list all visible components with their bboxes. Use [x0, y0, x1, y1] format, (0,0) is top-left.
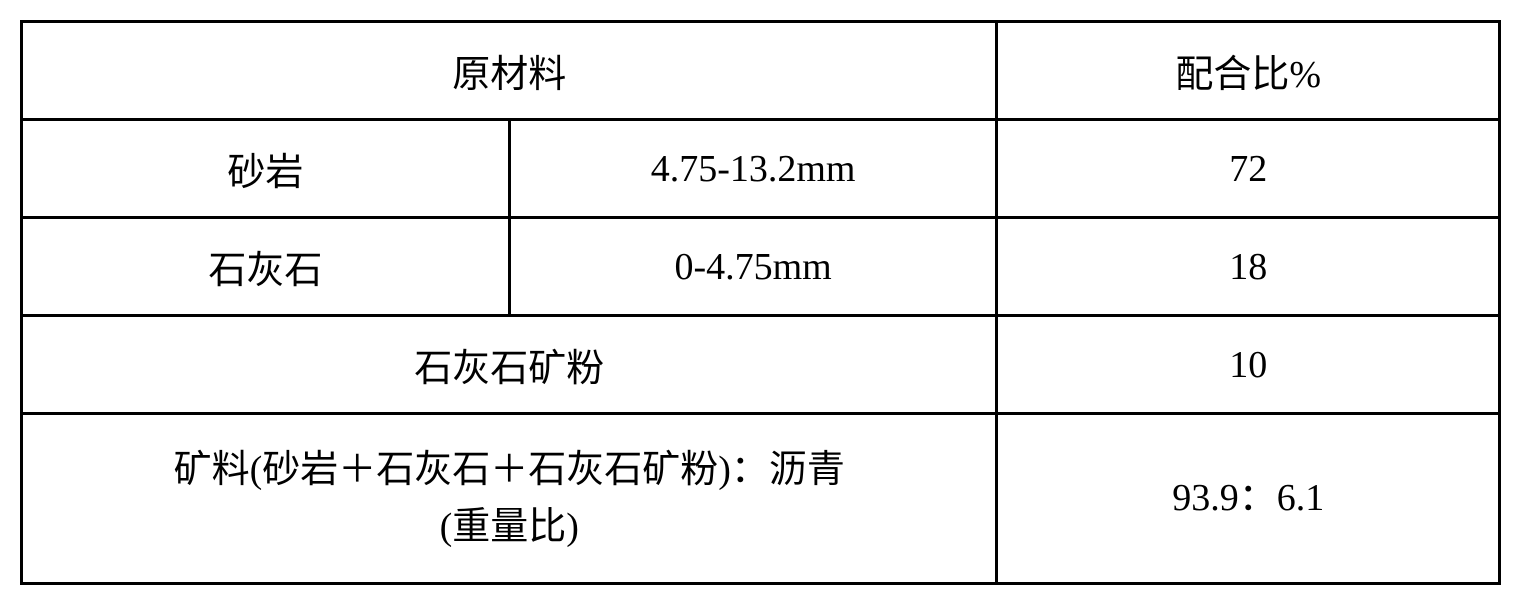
- ratio-cell: 72: [997, 120, 1500, 218]
- material-name-cell: 砂岩: [22, 120, 510, 218]
- table-row: 矿料(砂岩＋石灰石＋石灰石矿粉)：沥青(重量比) 93.9：6.1: [22, 414, 1500, 584]
- material-name-cell: 石灰石: [22, 218, 510, 316]
- table-row: 石灰石矿粉 10: [22, 316, 1500, 414]
- table-header-row: 原材料 配合比%: [22, 22, 1500, 120]
- material-merged-cell: 石灰石矿粉: [22, 316, 997, 414]
- header-material-cell: 原材料: [22, 22, 997, 120]
- table-row: 石灰石 0-4.75mm 18: [22, 218, 1500, 316]
- ratio-cell: 10: [997, 316, 1500, 414]
- material-size-cell: 4.75-13.2mm: [509, 120, 997, 218]
- table-row: 砂岩 4.75-13.2mm 72: [22, 120, 1500, 218]
- material-ratio-table-container: 原材料 配合比% 砂岩 4.75-13.2mm 72 石灰石 0-4.75mm …: [20, 20, 1501, 585]
- material-merged-cell: 矿料(砂岩＋石灰石＋石灰石矿粉)：沥青(重量比): [22, 414, 997, 584]
- ratio-cell: 93.9：6.1: [997, 414, 1500, 584]
- material-ratio-table: 原材料 配合比% 砂岩 4.75-13.2mm 72 石灰石 0-4.75mm …: [20, 20, 1501, 585]
- material-size-cell: 0-4.75mm: [509, 218, 997, 316]
- header-ratio-cell: 配合比%: [997, 22, 1500, 120]
- ratio-cell: 18: [997, 218, 1500, 316]
